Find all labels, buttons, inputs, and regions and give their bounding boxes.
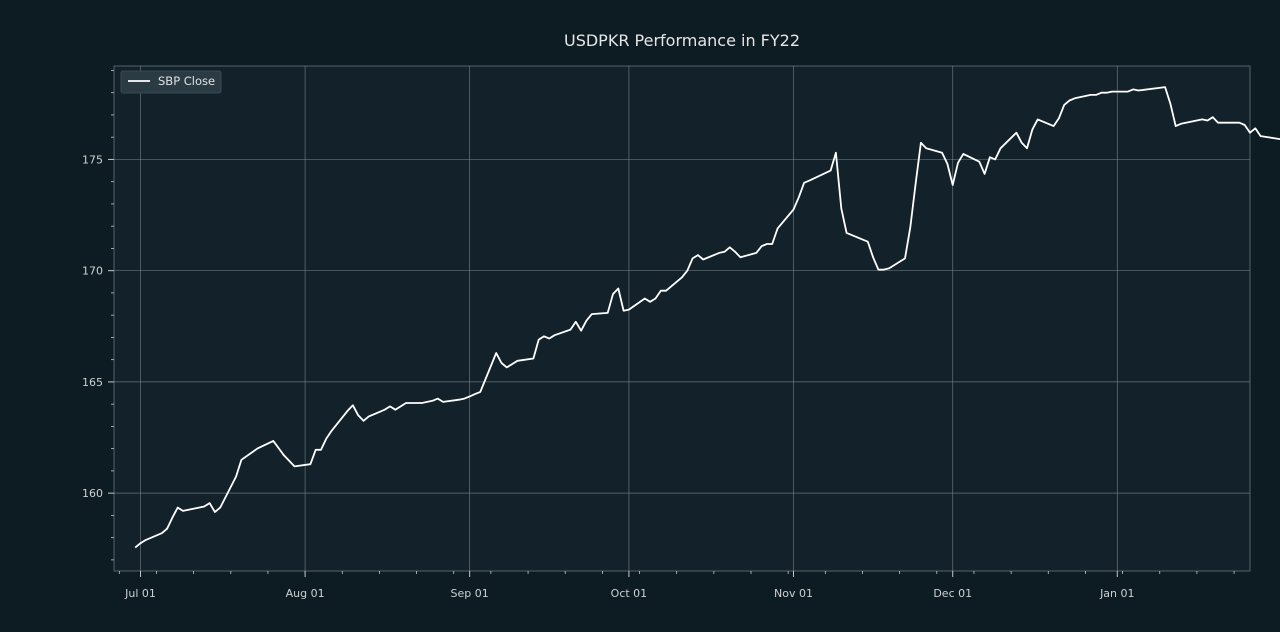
y-tick-label: 160 <box>82 487 103 500</box>
legend-label: SBP Close <box>158 74 215 88</box>
plot-area <box>113 65 1251 572</box>
y-tick-label: 165 <box>82 376 103 389</box>
y-tick-label: 175 <box>82 153 103 166</box>
legend: SBP Close <box>120 70 222 94</box>
axis-ticks: Jul 01 Aug 01 Sep 01 Oct 01 Nov 01 Dec 01 Jan … <box>82 70 1235 600</box>
x-tick-label: Dec 01 <box>933 587 972 600</box>
series-line <box>134 86 1280 549</box>
x-tick-label: Jul 01 <box>124 587 156 600</box>
chart-title: USDPKR Performance in FY22 <box>564 31 800 50</box>
grid <box>114 66 1250 571</box>
y-tick-label: 170 <box>82 265 103 278</box>
series-layer <box>134 86 1280 549</box>
legend-box <box>120 70 222 94</box>
x-tick-label: Aug 01 <box>286 587 325 600</box>
x-tick-label: Jan 01 <box>1099 587 1134 600</box>
x-tick-label: Sep 01 <box>451 587 489 600</box>
x-tick-label: Nov 01 <box>774 587 813 600</box>
x-tick-label: Oct 01 <box>611 587 648 600</box>
